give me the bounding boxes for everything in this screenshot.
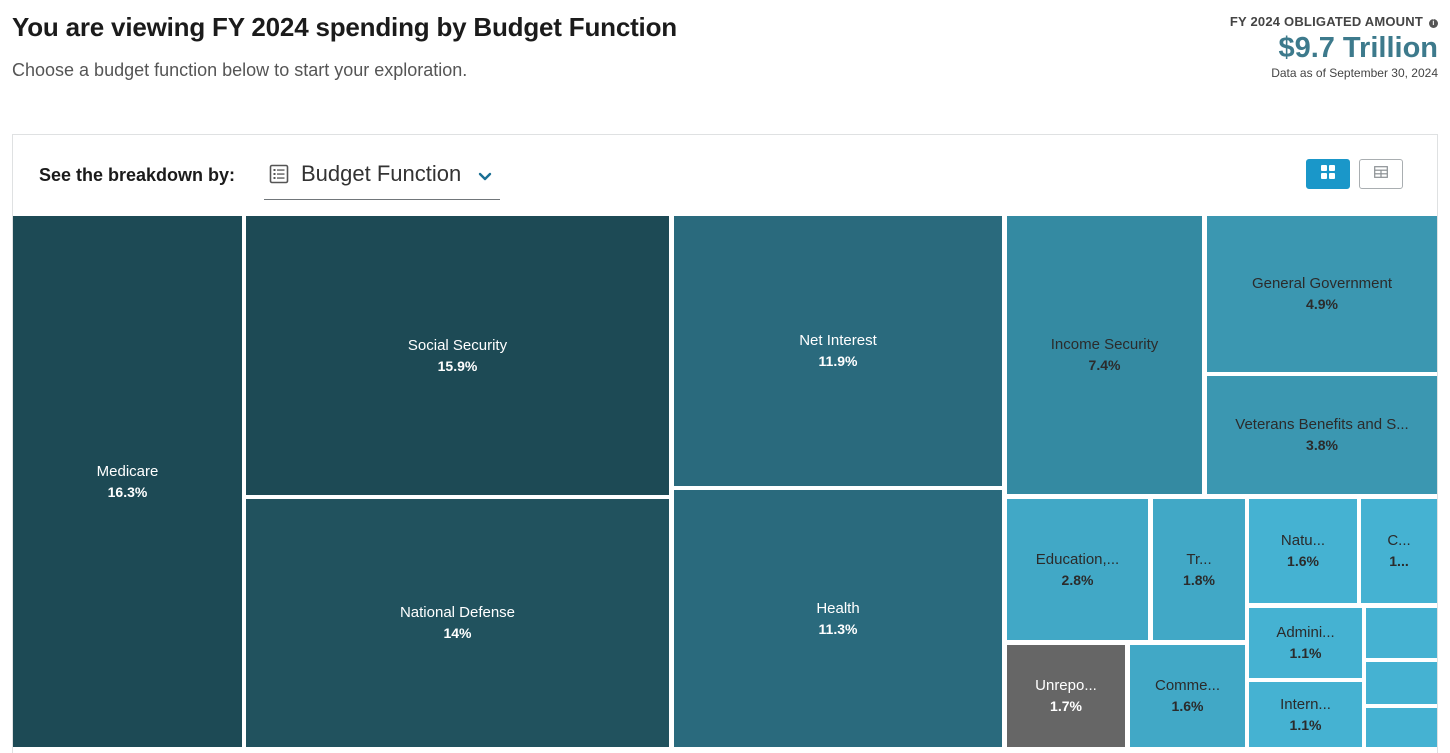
tile-percent: 15.9%	[437, 357, 478, 374]
tile-label: C...	[1387, 532, 1411, 549]
page-title: You are viewing FY 2024 spending by Budg…	[12, 12, 677, 42]
tile-label: Admini...	[1276, 624, 1335, 641]
tile-education[interactable]: Education,... 2.8%	[1007, 499, 1148, 640]
tile-label: Health	[816, 599, 860, 617]
tile-general-government[interactable]: General Government 4.9%	[1207, 216, 1437, 372]
treemap-view-button[interactable]	[1306, 159, 1350, 189]
info-icon[interactable]: i	[1429, 19, 1438, 28]
tile-percent: 3.8%	[1306, 437, 1338, 453]
budget-function-treemap: Medicare 16.3% Social Security 15.9% Nat…	[13, 216, 1437, 753]
breakdown-dropdown[interactable]: Budget Function	[264, 157, 500, 200]
obligated-summary: FY 2024 OBLIGATED AMOUNT i $9.7 Trillion …	[1230, 14, 1438, 80]
tile-label: Intern...	[1280, 695, 1331, 713]
tile-medicare[interactable]: Medicare 16.3%	[13, 216, 242, 747]
data-as-of: Data as of September 30, 2024	[1271, 66, 1438, 80]
grid-icon	[1321, 164, 1335, 184]
tile-commerce[interactable]: Comme... 1.6%	[1130, 645, 1245, 747]
tile-small-2[interactable]	[1366, 662, 1437, 704]
tile-percent: 1.8%	[1183, 571, 1215, 588]
tile-percent: 16.3%	[107, 483, 148, 500]
list-icon	[269, 164, 289, 189]
tile-label: Social Security	[407, 336, 508, 354]
tile-label: Net Interest	[799, 332, 877, 349]
tile-social-security[interactable]: Social Security 15.9%	[246, 216, 669, 495]
tile-percent: 1.7%	[1050, 698, 1082, 714]
obligated-amount: $9.7 Trillion	[1278, 32, 1438, 64]
tile-label: Veterans Benefits and S...	[1235, 416, 1409, 433]
tile-label: Medicare	[96, 462, 159, 480]
summary-label-row: FY 2024 OBLIGATED AMOUNT i	[1230, 14, 1438, 29]
tile-administration[interactable]: Admini... 1.1%	[1249, 608, 1362, 678]
tile-percent: 1.1%	[1289, 645, 1322, 661]
tile-percent: 1.6%	[1171, 698, 1204, 714]
tile-veterans-benefits[interactable]: Veterans Benefits and S... 3.8%	[1207, 376, 1437, 494]
tile-percent: 14%	[443, 625, 472, 641]
summary-label: FY 2024 OBLIGATED AMOUNT	[1229, 14, 1423, 29]
table-view-button[interactable]	[1359, 159, 1403, 189]
breakdown-label: See the breakdown by:	[39, 165, 236, 185]
tile-percent: 1.6%	[1287, 553, 1319, 569]
tile-label: Education,...	[1035, 550, 1120, 568]
tile-international[interactable]: Intern... 1.1%	[1249, 682, 1362, 747]
tile-percent: 4.9%	[1306, 296, 1338, 312]
tile-label: General Government	[1251, 275, 1393, 292]
tile-percent: 7.4%	[1088, 357, 1121, 373]
tile-transportation[interactable]: Tr... 1.8%	[1153, 499, 1245, 640]
tile-percent: 1...	[1389, 553, 1409, 569]
tile-small-3[interactable]	[1366, 708, 1437, 747]
page-subtitle: Choose a budget function below to start …	[12, 60, 468, 80]
tile-health[interactable]: Health 11.3%	[674, 490, 1002, 747]
tile-label: Comme...	[1154, 677, 1220, 694]
tile-label: Tr...	[1186, 550, 1212, 568]
tile-label: Income Security	[1050, 336, 1159, 353]
tile-label: Natu...	[1280, 532, 1326, 549]
tile-community[interactable]: C... 1...	[1361, 499, 1437, 603]
tile-national-defense[interactable]: National Defense 14%	[246, 499, 669, 747]
visualization-panel: See the breakdown by: Budget Function	[12, 134, 1438, 753]
tile-small-1[interactable]	[1366, 608, 1437, 658]
tile-natural-resources[interactable]: Natu... 1.6%	[1249, 499, 1357, 603]
tile-unreported[interactable]: Unrepo... 1.7%	[1007, 645, 1125, 747]
tile-net-interest[interactable]: Net Interest 11.9%	[674, 216, 1002, 486]
tile-percent: 1.1%	[1289, 716, 1322, 733]
tile-income-security[interactable]: Income Security 7.4%	[1007, 216, 1202, 494]
tile-label: National Defense	[399, 604, 516, 621]
chevron-down-icon	[478, 169, 492, 187]
tile-percent: 11.3%	[818, 620, 858, 637]
tile-percent: 2.8%	[1061, 571, 1094, 588]
table-icon	[1374, 165, 1388, 183]
tile-label: Unrepo...	[1035, 677, 1097, 694]
tile-percent: 11.9%	[818, 353, 858, 369]
dropdown-value: Budget Function	[301, 161, 462, 186]
